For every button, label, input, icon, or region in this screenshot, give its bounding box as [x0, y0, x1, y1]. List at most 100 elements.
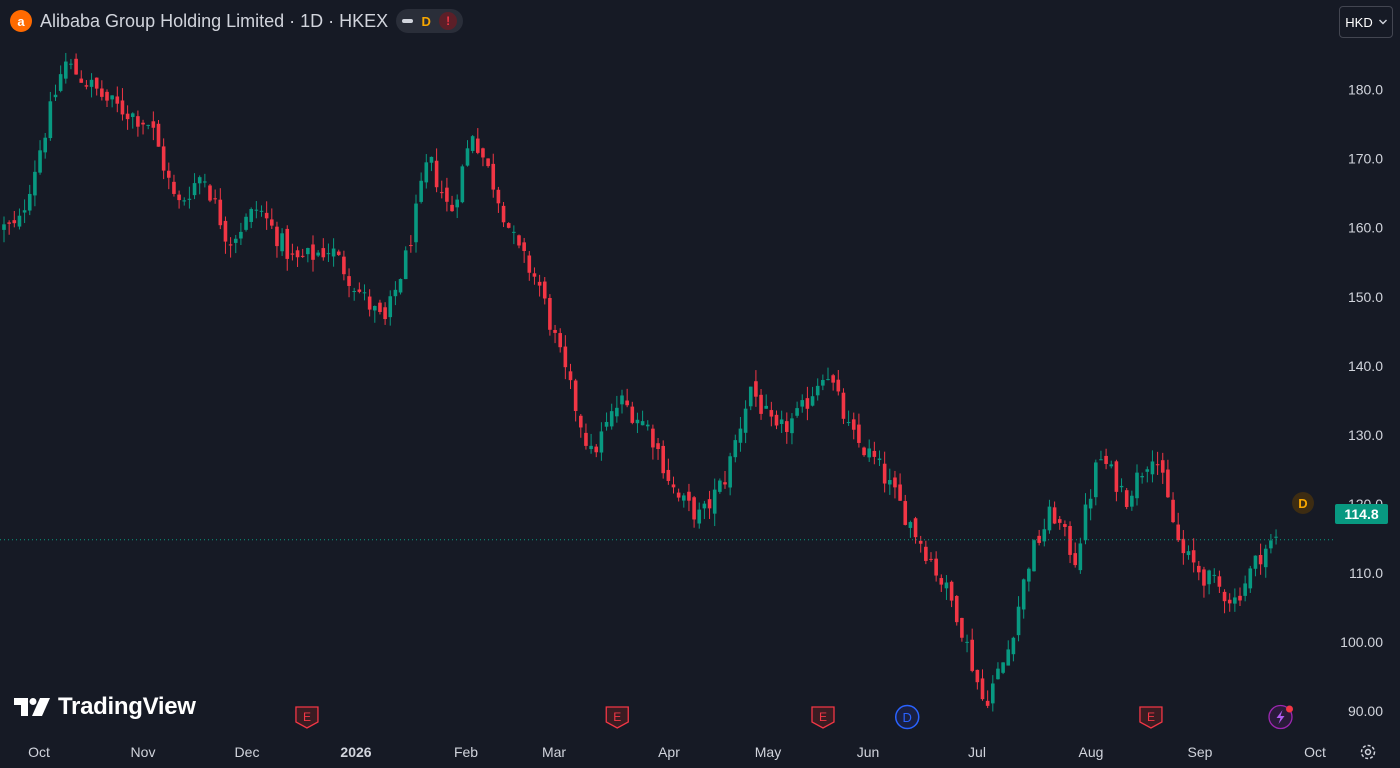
tradingview-logo[interactable]: TradingView [14, 693, 196, 721]
candle-body [805, 398, 810, 409]
price-axis-label: 130.0 [1348, 427, 1383, 443]
candle-body [228, 244, 233, 246]
candle-body [1160, 460, 1165, 473]
candle-body [774, 414, 779, 426]
candle-body [1124, 490, 1129, 507]
candle-body [738, 428, 743, 443]
candle-body [779, 419, 784, 425]
candle-body [1135, 472, 1139, 499]
candle-body [1001, 662, 1005, 673]
candle-body [1042, 529, 1047, 542]
time-axis-label: Dec [235, 744, 260, 760]
time-axis-label: May [755, 744, 781, 760]
time-axis-label: Jul [968, 744, 986, 760]
candle-body [1176, 524, 1180, 541]
candle-body [599, 431, 604, 453]
candle-body [980, 678, 985, 700]
candle-body [249, 209, 253, 222]
candle-body [841, 392, 846, 419]
candle-body [233, 238, 238, 243]
candle-body [409, 245, 413, 247]
dividend-event-marker[interactable] [894, 704, 920, 730]
candle-body [336, 251, 341, 255]
candle-body [517, 235, 521, 246]
candle-body [280, 233, 284, 252]
earnings-marker[interactable] [1139, 706, 1163, 729]
candle-body [826, 379, 830, 381]
symbol-title[interactable]: Alibaba Group Holding Limited · 1D · HKE… [40, 10, 389, 31]
candle-body [1037, 535, 1041, 543]
candle-body [388, 296, 393, 318]
candle-body [94, 77, 99, 89]
candle-body [1088, 498, 1093, 509]
candle-body [424, 162, 429, 183]
candle-body [985, 700, 990, 706]
candle-body [1073, 553, 1077, 566]
candle-body [125, 113, 130, 120]
candle-body [620, 395, 624, 405]
currency-selector-button[interactable]: HKD [1339, 6, 1393, 38]
candle-body [270, 219, 274, 226]
chevron-down-icon [1378, 19, 1387, 25]
candle-body [666, 469, 671, 481]
candle-body [676, 492, 681, 498]
candle-body [548, 298, 552, 330]
candle-body [167, 170, 171, 178]
candle-body [1258, 554, 1263, 565]
candle-body [718, 480, 722, 492]
candle-body [69, 63, 73, 65]
candle-body [203, 181, 207, 183]
candle-body [542, 281, 547, 299]
candle-body [1191, 550, 1196, 563]
candle-body [311, 244, 315, 260]
price-axis-label: 90.00 [1348, 703, 1383, 719]
candle-body [1227, 599, 1232, 604]
candle-body [177, 194, 181, 201]
candle-body [326, 253, 331, 255]
candle-body [1063, 524, 1067, 527]
candle-body [671, 484, 676, 488]
candle-body [84, 85, 89, 87]
candle-body [970, 639, 974, 671]
currency-label: HKD [1345, 14, 1373, 30]
candle-body [1114, 461, 1119, 492]
earnings-marker[interactable] [605, 706, 629, 729]
candle-body [254, 209, 259, 211]
candle-body [58, 74, 63, 91]
candle-body [491, 163, 496, 190]
candle-body [589, 445, 593, 450]
candle-body [661, 445, 665, 474]
candle-body [573, 380, 578, 412]
candle-body [1027, 568, 1031, 582]
candle-body [1186, 551, 1191, 556]
earnings-marker[interactable] [295, 706, 319, 729]
candle-body [635, 419, 640, 424]
candle-body [1269, 540, 1273, 549]
candle-body [300, 255, 305, 257]
candle-body [398, 279, 403, 293]
candle-body [1109, 464, 1114, 467]
price-axis: 190.0180.0170.0160.0150.0140.0130.0120.0… [1340, 13, 1383, 719]
candle-body [27, 193, 32, 211]
candle-body [903, 501, 908, 525]
candle-body [321, 248, 326, 258]
dividend-marker[interactable]: D [1292, 492, 1314, 514]
candle-body [800, 400, 805, 407]
chart-settings-button[interactable] [1358, 742, 1378, 762]
candle-body [862, 447, 866, 456]
candle-body [146, 124, 150, 126]
market-status-pill[interactable]: D ! [396, 9, 464, 33]
candle-body [527, 255, 532, 273]
candle-body [615, 407, 619, 417]
candle-body [192, 183, 197, 196]
candle-body [465, 148, 470, 166]
earnings-marker[interactable] [811, 706, 835, 729]
candle-body [645, 424, 650, 427]
candle-body [532, 273, 537, 277]
candle-body [697, 509, 702, 524]
candle-body [1253, 555, 1258, 569]
candle-body [1217, 576, 1222, 587]
tradingview-logo-icon [14, 696, 52, 718]
candle-body [393, 289, 398, 297]
